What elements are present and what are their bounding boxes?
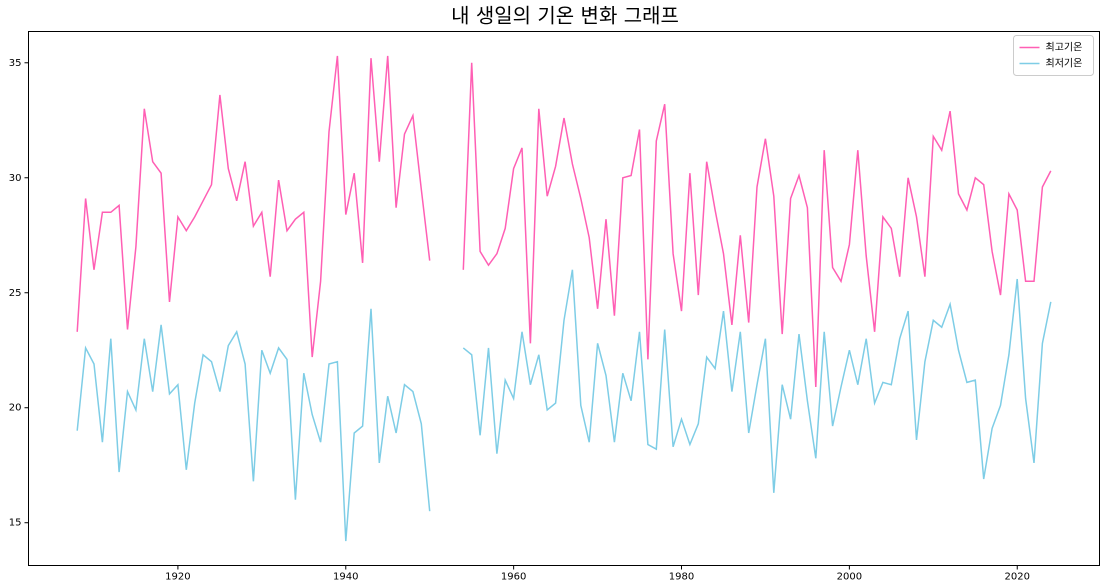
y-tick-label: 15 [9, 518, 22, 529]
legend-box [1013, 35, 1094, 76]
series-line [76, 55, 1052, 388]
series-line [76, 269, 1052, 542]
x-tick-label: 1980 [669, 572, 694, 583]
y-tick-label: 25 [9, 288, 22, 299]
y-tick-label: 30 [9, 173, 22, 184]
x-tick-label: 2000 [837, 572, 862, 583]
x-tick-label: 1920 [165, 572, 190, 583]
legend-label: 최고기온 [1046, 42, 1083, 54]
chart-title: 내 생일의 기온 변화 그래프 [451, 4, 679, 28]
x-tick-label: 1940 [333, 572, 358, 583]
x-tick-label: 2020 [1005, 572, 1030, 583]
plot-frame [28, 31, 1100, 566]
y-tick-label: 20 [9, 403, 22, 414]
y-tick-label: 35 [9, 58, 22, 69]
legend-label: 최저기온 [1046, 58, 1083, 70]
x-tick-label: 1960 [501, 572, 526, 583]
